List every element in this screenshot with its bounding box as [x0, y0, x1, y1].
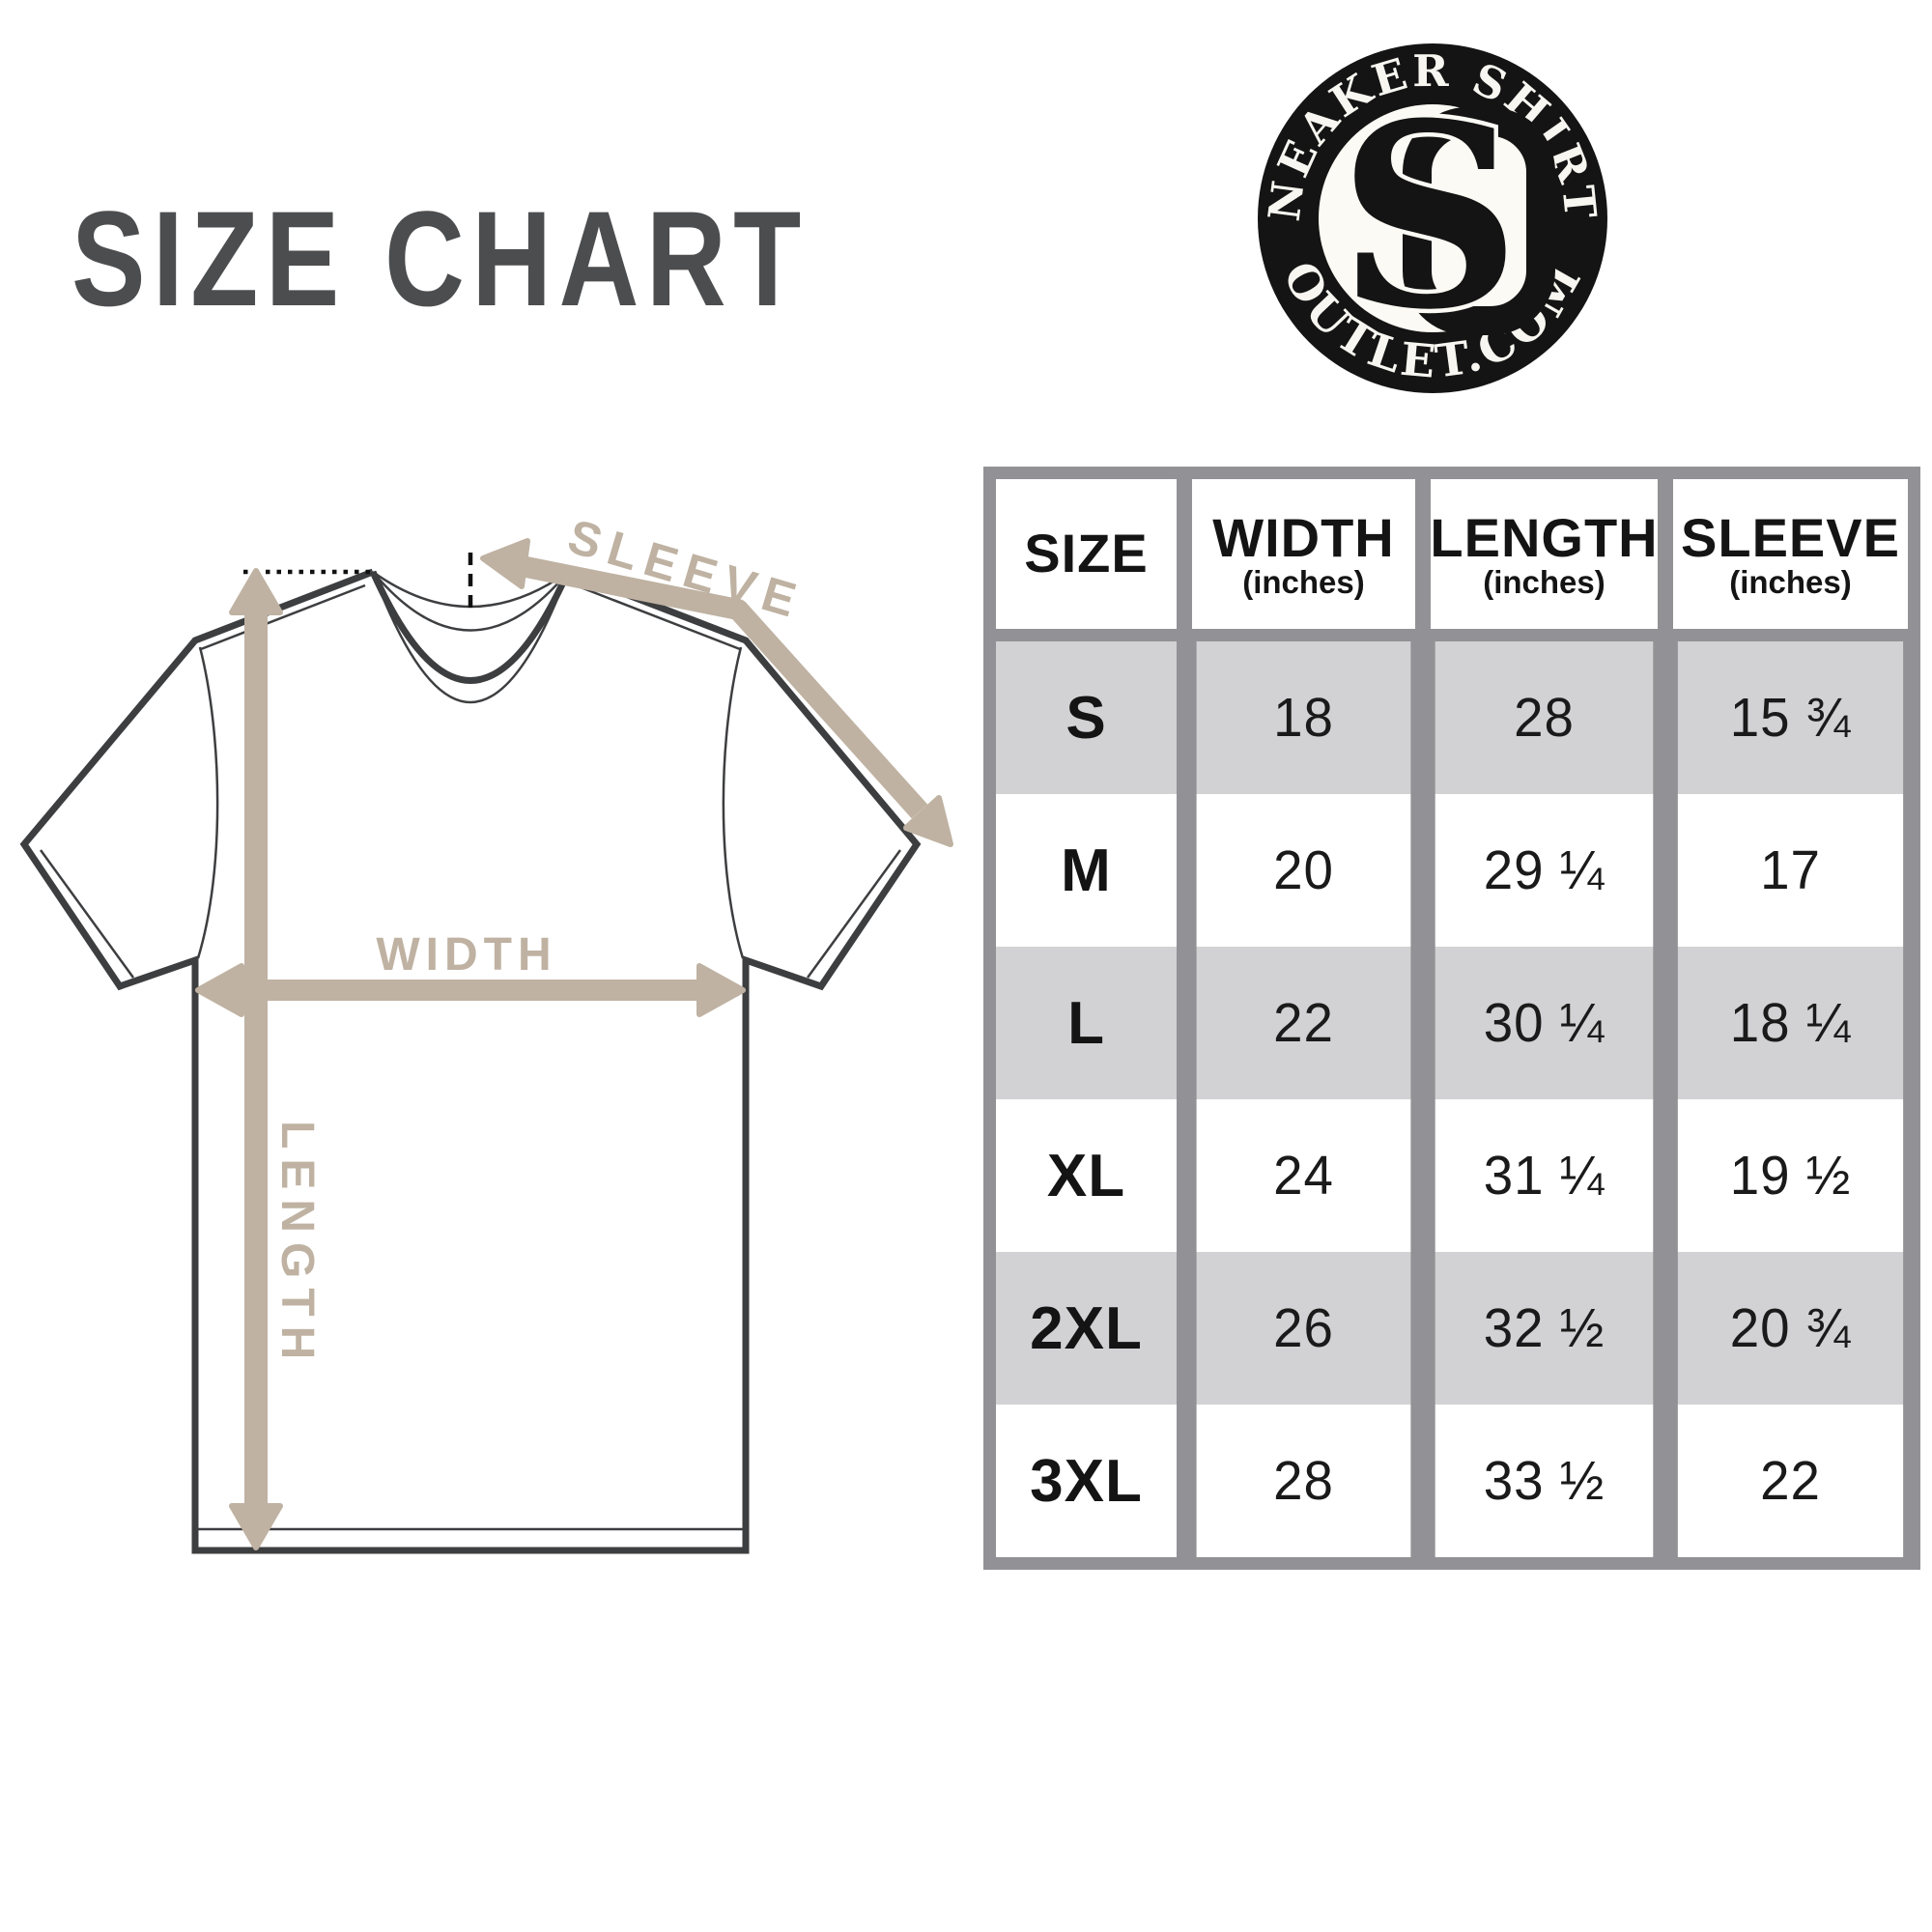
table-row-xl-sleeve: 19 ½	[1677, 1099, 1904, 1252]
table-row-xl-width: 24	[1196, 1099, 1411, 1252]
table-row-2xl-length: 32 ½	[1435, 1252, 1654, 1405]
table-row-s-length: 28	[1435, 641, 1654, 794]
collar-lines	[369, 570, 572, 704]
table-row-m-length: 29 ¼	[1435, 794, 1654, 947]
width-arrow-icon	[195, 963, 746, 1017]
table-row-3xl-width: 28	[1196, 1405, 1411, 1557]
table-row-l-width: 22	[1196, 947, 1411, 1099]
logo-inner-circle	[1319, 104, 1547, 332]
table-row-3xl-length: 33 ½	[1435, 1405, 1654, 1557]
seam-stitch-lines	[39, 583, 902, 1531]
tshirt-body-fill	[24, 572, 917, 1550]
header-width: WIDTH (inches)	[1192, 479, 1415, 641]
brand-logo-badge: SNEAKER SHIRTS OUTLET.COM S	[1258, 43, 1607, 393]
table-row-2xl-width: 26	[1196, 1252, 1411, 1405]
table-row-m-width: 20	[1196, 794, 1411, 947]
table-row-3xl-sleeve: 22	[1677, 1405, 1904, 1557]
table-row-3xl-size: 3XL	[996, 1405, 1177, 1557]
tshirt-measurement-diagram: WIDTH LENGTH SLEEVE	[19, 512, 953, 1554]
header-width-unit: (inches)	[1242, 564, 1365, 601]
header-size: SIZE	[996, 479, 1177, 641]
header-length-unit: (inches)	[1483, 564, 1605, 601]
table-row-xl-length: 31 ¼	[1435, 1099, 1654, 1252]
table-row-l-size: L	[996, 947, 1177, 1099]
logo-ss-monogram-icon: S	[1334, 64, 1555, 370]
table-row-l-sleeve: 18 ¼	[1677, 947, 1904, 1099]
width-label: WIDTH	[376, 929, 556, 980]
header-sleeve-unit: (inches)	[1729, 564, 1852, 601]
sleeve-arrow-icon	[480, 538, 953, 847]
page-title: SIZE CHART	[71, 183, 809, 334]
header-length-label: LENGTH	[1430, 506, 1659, 568]
length-arrow-icon	[229, 568, 283, 1550]
table-row-m-size: M	[996, 794, 1177, 947]
table-row-m-sleeve: 17	[1677, 794, 1904, 947]
logo-monogram-letter: S	[1338, 68, 1520, 365]
length-label: LENGTH	[271, 1121, 323, 1369]
table-row-2xl-sleeve: 20 ¾	[1677, 1252, 1904, 1405]
header-sleeve-label: SLEEVE	[1681, 506, 1900, 568]
tshirt-outline	[19, 568, 922, 1554]
size-table: SIZE WIDTH (inches) LENGTH (inches) SLEE…	[983, 467, 1920, 1570]
header-length: LENGTH (inches)	[1430, 479, 1659, 641]
table-row-s-width: 18	[1196, 641, 1411, 794]
header-sleeve: SLEEVE (inches)	[1673, 479, 1908, 641]
table-row-l-length: 30 ¼	[1435, 947, 1654, 1099]
table-row-xl-size: XL	[996, 1099, 1177, 1252]
table-row-s-sleeve: 15 ¾	[1677, 641, 1904, 794]
table-row-2xl-size: 2XL	[996, 1252, 1177, 1405]
header-width-label: WIDTH	[1212, 506, 1395, 568]
table-row-s-size: S	[996, 641, 1177, 794]
header-size-label: SIZE	[1024, 523, 1149, 584]
